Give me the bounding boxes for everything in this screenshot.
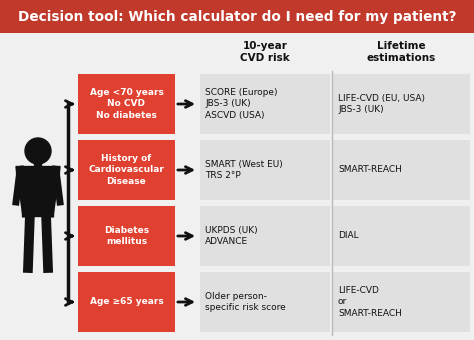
Text: Diabetes
mellitus: Diabetes mellitus: [104, 226, 149, 246]
FancyBboxPatch shape: [333, 272, 470, 332]
Polygon shape: [20, 170, 56, 213]
FancyBboxPatch shape: [333, 74, 470, 134]
FancyBboxPatch shape: [200, 74, 330, 134]
Text: History of
Cardiovascular
Disease: History of Cardiovascular Disease: [89, 154, 164, 186]
Text: 10-year
CVD risk: 10-year CVD risk: [240, 41, 290, 63]
FancyBboxPatch shape: [78, 272, 175, 332]
Text: UKPDS (UK)
ADVANCE: UKPDS (UK) ADVANCE: [205, 226, 258, 246]
FancyBboxPatch shape: [78, 74, 175, 134]
Text: Lifetime
estimations: Lifetime estimations: [367, 41, 436, 63]
Text: Age ≥65 years: Age ≥65 years: [90, 298, 164, 306]
Text: SMART-REACH: SMART-REACH: [338, 166, 402, 174]
FancyBboxPatch shape: [200, 140, 330, 200]
FancyBboxPatch shape: [78, 140, 175, 200]
Text: DIAL: DIAL: [338, 232, 359, 240]
FancyBboxPatch shape: [333, 140, 470, 200]
FancyBboxPatch shape: [0, 0, 474, 33]
Text: Older person-
specific risk score: Older person- specific risk score: [205, 292, 286, 312]
Text: LIFE-CVD
or
SMART-REACH: LIFE-CVD or SMART-REACH: [338, 286, 402, 318]
Text: SMART (West EU)
TRS 2°P: SMART (West EU) TRS 2°P: [205, 159, 283, 181]
FancyBboxPatch shape: [200, 206, 330, 266]
Text: Age <70 years
No CVD
No diabetes: Age <70 years No CVD No diabetes: [90, 88, 164, 120]
Text: SCORE (Europe)
JBS-3 (UK)
ASCVD (USA): SCORE (Europe) JBS-3 (UK) ASCVD (USA): [205, 88, 277, 120]
Text: Decision tool: Which calculator do I need for my patient?: Decision tool: Which calculator do I nee…: [18, 10, 456, 23]
FancyBboxPatch shape: [200, 272, 330, 332]
Text: LIFE-CVD (EU, USA)
JBS-3 (UK): LIFE-CVD (EU, USA) JBS-3 (UK): [338, 94, 425, 114]
FancyBboxPatch shape: [333, 206, 470, 266]
FancyBboxPatch shape: [78, 206, 175, 266]
Circle shape: [25, 138, 51, 164]
